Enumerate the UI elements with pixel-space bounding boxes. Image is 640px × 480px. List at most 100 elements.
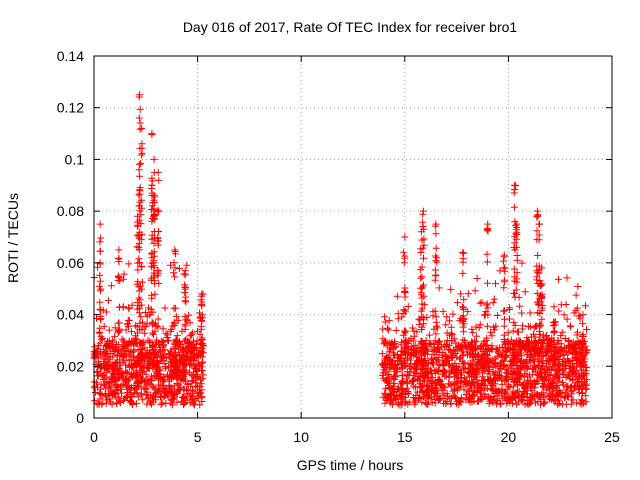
data-point [459, 258, 467, 266]
data-point [489, 299, 497, 307]
data-point [102, 392, 110, 400]
data-point [381, 313, 389, 321]
data-point [578, 396, 585, 404]
plot-frame [93, 55, 613, 419]
data-point [431, 337, 439, 345]
data-point [148, 394, 156, 402]
data-point [108, 374, 116, 382]
data-point [582, 398, 590, 406]
data-point [133, 400, 141, 408]
data-point [390, 380, 397, 388]
data-point [135, 166, 143, 174]
data-point [501, 388, 509, 396]
y-tick-label: 0.12 [57, 100, 84, 116]
data-point [134, 266, 142, 274]
data-point [120, 397, 128, 404]
data-point [125, 260, 133, 268]
data-point [518, 259, 526, 267]
data-point [448, 331, 456, 339]
data-point [136, 172, 144, 180]
data-point [403, 375, 411, 383]
data-point [100, 345, 108, 353]
data-point [104, 297, 112, 305]
data-point [521, 370, 529, 378]
data-point [150, 330, 157, 338]
data-point [144, 336, 152, 344]
data-point [434, 376, 442, 384]
data-point [150, 228, 158, 235]
data-point [494, 389, 502, 396]
data-point [428, 354, 436, 362]
data-point [447, 351, 455, 359]
data-point [190, 337, 197, 345]
data-point [501, 377, 509, 385]
data-point [459, 343, 467, 351]
data-point [559, 381, 567, 389]
data-point [557, 332, 565, 340]
data-point [122, 326, 130, 334]
data-point [154, 168, 162, 176]
data-point [151, 234, 158, 242]
data-point [164, 393, 172, 401]
data-point [116, 398, 124, 406]
data-point [404, 345, 412, 353]
data-point [546, 342, 554, 350]
data-point [137, 313, 145, 321]
data-point [435, 284, 443, 292]
data-point [132, 322, 140, 330]
x-axis-label: GPS time / hours [297, 457, 404, 473]
data-point [118, 389, 125, 397]
data-point [106, 353, 114, 361]
data-point [411, 361, 419, 369]
data-point [424, 388, 432, 396]
data-point [135, 287, 143, 295]
data-point [434, 324, 441, 332]
data-point [450, 363, 458, 371]
data-point [583, 326, 590, 333]
data-point [489, 386, 497, 394]
data-point [573, 304, 581, 312]
data-point [98, 336, 106, 344]
data-point [559, 367, 567, 375]
data-point [487, 345, 495, 353]
data-point [103, 352, 111, 360]
data-point [501, 365, 509, 373]
data-point [137, 263, 145, 271]
data-point [416, 377, 423, 385]
data-point [552, 367, 560, 375]
data-point [138, 390, 145, 398]
data-point [487, 328, 495, 336]
data-point [521, 288, 529, 296]
data-point [503, 396, 511, 404]
data-point [453, 387, 461, 395]
data-point [431, 266, 439, 274]
data-point [510, 318, 518, 326]
data-point [112, 383, 120, 391]
data-point [537, 366, 545, 374]
data-point [416, 380, 424, 388]
data-point [463, 380, 471, 388]
data-point [119, 337, 127, 345]
data-point [503, 348, 511, 356]
data-point [504, 329, 512, 337]
data-point [533, 227, 541, 235]
data-point [423, 389, 430, 397]
data-point [538, 293, 546, 301]
data-point [483, 250, 491, 258]
data-point [155, 370, 163, 378]
data-point [493, 312, 501, 319]
data-point [528, 333, 535, 341]
data-point [465, 342, 473, 349]
data-point [136, 125, 144, 133]
data-point [534, 362, 542, 370]
data-point [165, 387, 173, 395]
data-point [394, 315, 402, 323]
data-point [398, 313, 406, 321]
data-point [475, 324, 483, 332]
data-point [500, 284, 508, 292]
chart-title: Day 016 of 2017, Rate Of TEC Index for r… [183, 19, 518, 35]
data-point [127, 355, 135, 363]
data-point [516, 302, 524, 310]
data-point [563, 315, 571, 323]
data-point [382, 338, 390, 346]
